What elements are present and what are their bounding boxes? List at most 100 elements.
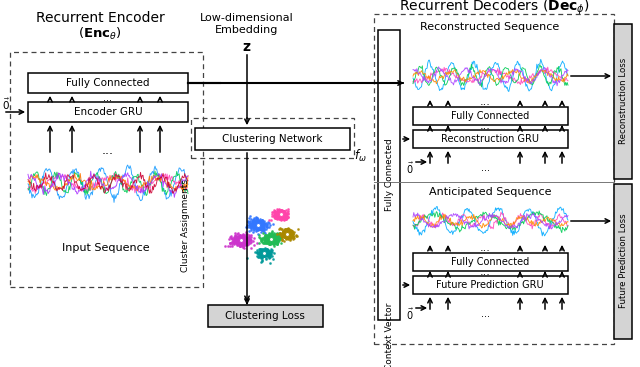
Point: [260, 220, 271, 226]
Point: [282, 234, 292, 240]
Point: [266, 238, 276, 244]
Point: [282, 233, 292, 239]
Text: Fully Connected: Fully Connected: [67, 78, 150, 88]
Point: [227, 236, 237, 242]
Point: [273, 235, 284, 241]
Point: [249, 225, 259, 230]
Point: [227, 241, 237, 247]
Point: [278, 232, 288, 238]
Point: [257, 237, 267, 243]
Point: [256, 250, 266, 256]
Point: [266, 240, 276, 246]
Point: [270, 236, 280, 242]
Point: [262, 237, 273, 243]
Point: [255, 223, 265, 229]
Point: [257, 221, 268, 226]
Point: [263, 236, 273, 242]
Point: [291, 232, 301, 237]
Point: [267, 231, 277, 237]
Point: [231, 237, 241, 243]
Point: [271, 236, 282, 241]
Point: [253, 219, 263, 225]
Point: [243, 239, 253, 244]
Point: [240, 236, 250, 242]
Point: [234, 237, 244, 243]
Text: ...: ...: [481, 309, 490, 319]
Point: [270, 237, 280, 243]
Point: [252, 226, 262, 232]
Point: [276, 235, 286, 241]
Point: [260, 250, 271, 256]
Point: [256, 251, 266, 257]
Point: [248, 219, 259, 225]
Point: [278, 212, 289, 218]
Point: [243, 238, 253, 244]
Point: [240, 235, 250, 241]
Point: [266, 230, 276, 236]
Point: [252, 219, 262, 225]
Point: [239, 236, 249, 242]
Point: [236, 239, 246, 244]
Point: [232, 236, 243, 242]
Point: [251, 217, 261, 223]
Point: [272, 209, 282, 215]
Point: [246, 227, 256, 233]
Point: [261, 256, 271, 262]
Point: [236, 234, 246, 240]
Point: [261, 255, 271, 261]
Point: [243, 239, 253, 245]
Point: [265, 234, 275, 240]
Point: [259, 248, 269, 254]
Point: [257, 250, 268, 256]
Point: [283, 230, 293, 236]
Point: [252, 223, 262, 229]
Point: [264, 249, 275, 255]
Point: [277, 237, 287, 243]
Point: [237, 239, 248, 244]
Point: [254, 224, 264, 230]
Point: [278, 216, 288, 222]
Point: [280, 212, 290, 218]
Point: [259, 230, 269, 236]
Point: [273, 233, 284, 239]
Point: [257, 252, 268, 258]
Point: [264, 235, 274, 241]
Point: [264, 254, 275, 259]
Point: [271, 212, 281, 218]
Point: [269, 237, 279, 243]
Point: [267, 238, 277, 244]
Point: [276, 210, 287, 216]
Text: Context Vector: Context Vector: [385, 302, 394, 367]
Point: [285, 233, 295, 239]
Point: [264, 235, 274, 241]
Point: [281, 229, 291, 235]
Point: [263, 235, 273, 240]
Point: [257, 251, 268, 257]
Point: [273, 212, 283, 218]
Point: [280, 229, 290, 235]
Point: [236, 243, 246, 249]
Point: [253, 222, 264, 228]
Point: [284, 233, 294, 239]
Point: [281, 227, 291, 233]
Point: [287, 230, 297, 236]
Point: [274, 226, 284, 232]
Point: [280, 210, 290, 215]
Point: [257, 217, 267, 223]
Point: [230, 233, 241, 239]
Point: [253, 231, 263, 237]
Point: [242, 240, 252, 246]
Point: [258, 252, 268, 258]
Point: [256, 222, 266, 228]
Point: [282, 231, 292, 237]
Point: [282, 232, 292, 238]
Point: [278, 228, 289, 234]
Point: [277, 213, 287, 219]
Point: [264, 231, 275, 237]
Point: [278, 209, 289, 215]
Point: [281, 211, 291, 217]
Point: [256, 222, 266, 228]
Point: [262, 246, 273, 252]
Point: [277, 232, 287, 238]
Point: [276, 214, 287, 220]
